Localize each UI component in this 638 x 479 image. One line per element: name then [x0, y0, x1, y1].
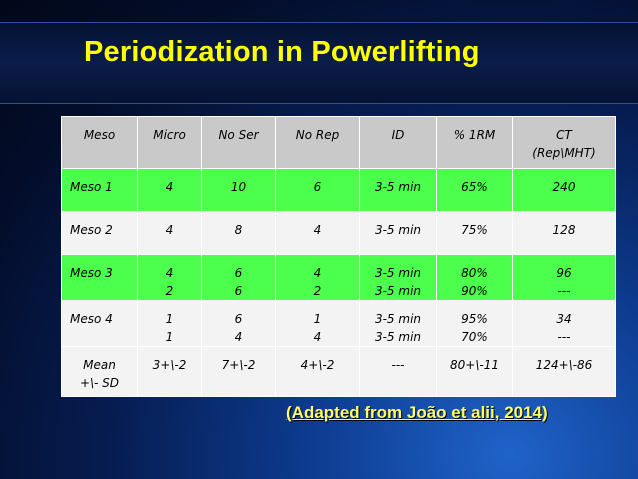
- header-no-ser: No Ser: [201, 116, 276, 169]
- header-no-rep: No Rep: [275, 116, 360, 169]
- periodization-table: Meso Micro No Ser No Rep ID % 1RM CT (Rep…: [61, 116, 616, 397]
- cell-micro: 3+\-2: [137, 346, 202, 397]
- cell-no-ser: 10: [201, 168, 276, 212]
- cell-meso: Meso 1: [61, 168, 138, 212]
- cell-1rm: 95% 70%: [436, 300, 513, 347]
- cell-ct: 128: [512, 211, 616, 255]
- cell-1rm: 65%: [436, 168, 513, 212]
- cell-meso: Meso 2: [61, 211, 138, 255]
- cell-no-rep: 6: [275, 168, 360, 212]
- title-band: [0, 22, 638, 104]
- cell-ct: 96 ---: [512, 254, 616, 301]
- cell-no-rep: 4: [275, 211, 360, 255]
- cell-ct: 240: [512, 168, 616, 212]
- table-header-row: Meso Micro No Ser No Rep ID % 1RM CT (Rep…: [61, 116, 616, 169]
- header-micro: Micro: [137, 116, 202, 169]
- cell-id: 3-5 min: [359, 211, 437, 255]
- cell-no-rep: 4+\-2: [275, 346, 360, 397]
- cell-id: 3-5 min 3-5 min: [359, 254, 437, 301]
- table-row: Mean +\- SD 3+\-2 7+\-2 4+\-2 --- 80+\-11…: [61, 346, 616, 397]
- header-meso: Meso: [61, 116, 138, 169]
- cell-id: 3-5 min: [359, 168, 437, 212]
- source-caption: (Adapted from João et alii, 2014): [286, 403, 548, 422]
- cell-no-ser: 8: [201, 211, 276, 255]
- header-id: ID: [359, 116, 437, 169]
- header-ct: CT (Rep\MHT): [512, 116, 616, 169]
- cell-1rm: 75%: [436, 211, 513, 255]
- cell-id: 3-5 min 3-5 min: [359, 300, 437, 347]
- table-row: Meso 1 4 10 6 3-5 min 65% 240: [61, 168, 616, 212]
- cell-meso: Meso 3: [61, 254, 138, 301]
- cell-no-ser: 7+\-2: [201, 346, 276, 397]
- table-row: Meso 2 4 8 4 3-5 min 75% 128: [61, 211, 616, 255]
- cell-mean-label: Mean +\- SD: [61, 346, 138, 397]
- cell-1rm: 80% 90%: [436, 254, 513, 301]
- cell-meso: Meso 4: [61, 300, 138, 347]
- cell-micro: 4: [137, 168, 202, 212]
- cell-ct: 34 ---: [512, 300, 616, 347]
- cell-1rm: 80+\-11: [436, 346, 513, 397]
- slide-title: Periodization in Powerlifting: [84, 36, 480, 68]
- cell-ct: 124+\-86: [512, 346, 616, 397]
- cell-micro: 4: [137, 211, 202, 255]
- header-1rm: % 1RM: [436, 116, 513, 169]
- cell-id: ---: [359, 346, 437, 397]
